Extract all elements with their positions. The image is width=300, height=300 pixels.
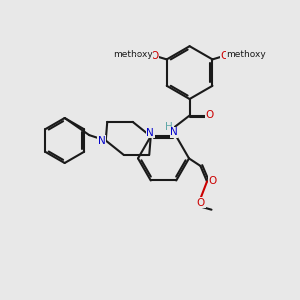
Text: H: H — [165, 122, 173, 132]
Text: methoxy: methoxy — [226, 50, 266, 59]
Text: methoxy: methoxy — [134, 54, 141, 55]
Text: O: O — [220, 50, 229, 61]
Text: N: N — [170, 127, 178, 137]
Text: N: N — [146, 128, 154, 138]
Text: O: O — [206, 110, 214, 120]
Text: O: O — [208, 176, 217, 186]
Text: N: N — [98, 136, 105, 146]
Text: O: O — [151, 50, 159, 61]
Text: methoxy: methoxy — [113, 50, 153, 59]
Text: O: O — [197, 197, 205, 208]
